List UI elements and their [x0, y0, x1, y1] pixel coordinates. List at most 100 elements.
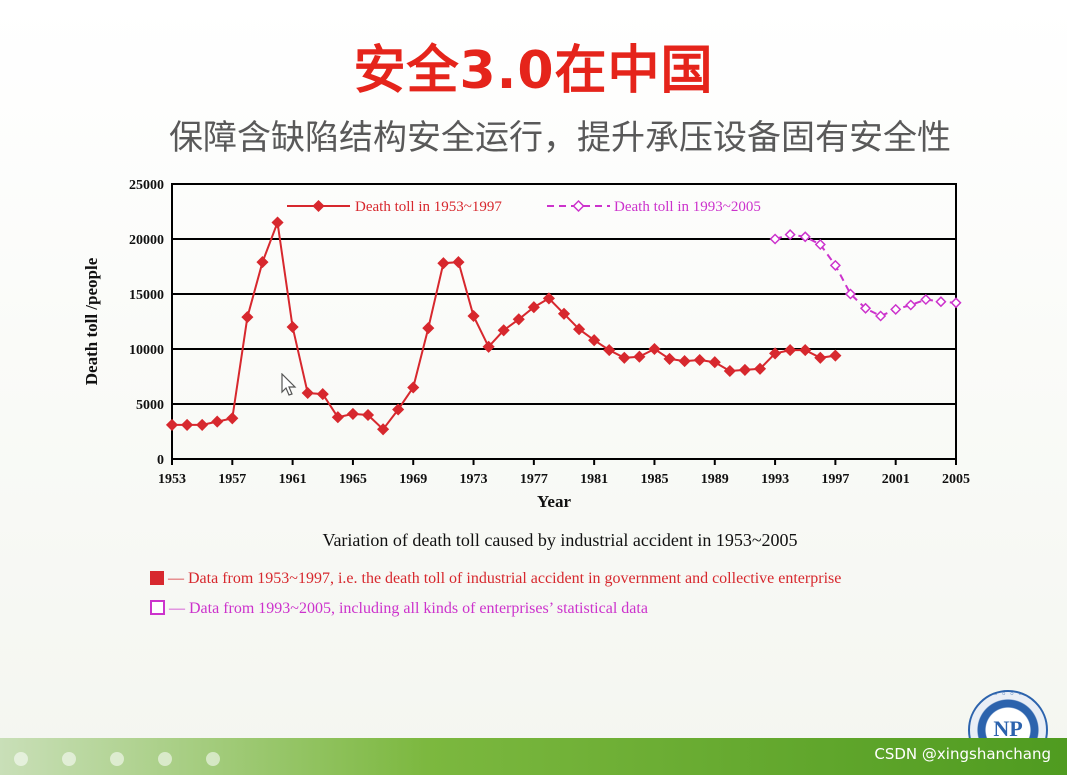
y-tick-label: 20000: [129, 233, 164, 248]
data-point: [346, 407, 359, 420]
plot-frame: [171, 183, 957, 460]
note-magenta-text: Data from 1993~2005, including all kinds…: [189, 600, 648, 617]
data-point: [422, 322, 435, 335]
mouse-pointer-icon: [281, 373, 297, 396]
x-tick-label: 1961: [279, 472, 307, 487]
x-tick-label: 1977: [520, 472, 548, 487]
data-point: [935, 296, 947, 308]
x-tick-label: 1965: [339, 472, 367, 487]
slide-title: 安全3.0在中国: [353, 41, 714, 101]
data-point: [633, 350, 646, 363]
data-point: [452, 256, 465, 269]
data-point: [542, 292, 555, 305]
data-point: [769, 233, 781, 245]
x-axis: 1953 1957 1961 1965 1969 1973 1977 1981 1985 1989…: [158, 459, 970, 487]
data-point: [437, 257, 450, 270]
x-tick-label: 1981: [580, 472, 608, 487]
data-point: [331, 411, 344, 424]
x-tick-label: 1953: [158, 472, 186, 487]
legend: Death toll in 1953~1997 Death toll in 199…: [287, 199, 761, 215]
data-point: [241, 311, 254, 324]
menu-icon[interactable]: [158, 752, 172, 766]
slide-subtitle: 保障含缺陷结构安全运行，提升承压设备固有安全性: [169, 118, 951, 158]
pen-tool-icon[interactable]: [110, 752, 124, 766]
data-point: [829, 349, 842, 362]
red-square-icon: [150, 571, 164, 585]
data-point: [603, 344, 616, 357]
x-tick-label: 1989: [701, 472, 729, 487]
note-red-dash: —: [168, 570, 184, 587]
legend-label-2: Death toll in 1993~2005: [614, 199, 761, 215]
data-point: [181, 418, 194, 431]
data-point: [527, 301, 540, 314]
grid-lines: [172, 183, 956, 460]
data-point: [286, 320, 299, 334]
data-point: [844, 288, 857, 300]
data-point: [467, 309, 480, 323]
y-tick-label: 0: [157, 453, 164, 468]
x-tick-label: 2001: [882, 472, 910, 487]
x-tick-label: 1973: [460, 472, 488, 487]
data-point: [573, 323, 586, 336]
note-magenta-dash: —: [169, 600, 185, 617]
data-point: [271, 216, 284, 229]
note-red-text: Data from 1953~1997, i.e. the death toll…: [188, 570, 842, 587]
zoom-icon[interactable]: [206, 752, 220, 766]
data-point: [648, 342, 661, 356]
csdn-watermark: CSDN @xingshanchang: [874, 745, 1051, 763]
data-point: [814, 351, 827, 364]
y-axis: 0 5000 10000 15000 20000 25000: [129, 178, 164, 468]
data-point: [482, 340, 495, 353]
data-point: [723, 364, 736, 378]
data-point: [301, 386, 314, 400]
logo-ring-text: ◦ ◦ ◦ ◦: [993, 690, 1023, 700]
data-point: [407, 381, 420, 394]
next-slide-icon[interactable]: [62, 752, 76, 766]
data-point: [693, 353, 706, 367]
data-point: [392, 403, 405, 416]
data-point: [316, 388, 329, 401]
data-point: [226, 412, 239, 425]
logo-text: NP: [993, 716, 1023, 741]
prev-slide-icon[interactable]: [14, 752, 28, 766]
y-axis-label: Death toll /people: [82, 257, 101, 385]
data-point: [165, 418, 179, 431]
data-point: [377, 423, 390, 436]
data-point: [769, 347, 782, 360]
data-point: [361, 408, 375, 422]
magenta-square-icon: [150, 600, 165, 615]
data-point: [618, 351, 631, 364]
data-point: [256, 256, 269, 269]
y-tick-label: 5000: [136, 398, 164, 413]
legend-marker-2: [572, 199, 585, 213]
y-tick-label: 25000: [129, 178, 164, 193]
data-point: [588, 334, 601, 347]
data-point: [678, 355, 691, 368]
note-red: — Data from 1953~1997, i.e. the death to…: [150, 570, 841, 588]
data-point: [211, 415, 224, 428]
x-tick-label: 1957: [218, 472, 246, 487]
chart-caption: Variation of death toll caused by indust…: [322, 530, 798, 550]
data-point: [814, 238, 826, 251]
footer-bar: [0, 738, 1067, 775]
data-point: [950, 297, 962, 309]
series-group: [165, 216, 962, 436]
data-point: [497, 324, 510, 337]
data-point: [708, 356, 721, 369]
data-point: [875, 310, 887, 322]
data-point: [859, 302, 872, 314]
data-point: [557, 307, 571, 320]
legend-label-1: Death toll in 1953~1997: [355, 199, 502, 215]
data-point: [799, 231, 811, 243]
legend-marker-1: [312, 199, 325, 213]
x-tick-label: 2005: [942, 472, 970, 487]
x-tick-label: 1997: [821, 472, 849, 487]
y-tick-label: 15000: [129, 288, 164, 303]
x-tick-label: 1969: [399, 472, 427, 487]
data-point: [784, 344, 797, 357]
data-point: [905, 299, 917, 311]
data-point: [738, 363, 751, 376]
x-axis-label: Year: [537, 492, 571, 511]
x-tick-label: 1985: [640, 472, 668, 487]
